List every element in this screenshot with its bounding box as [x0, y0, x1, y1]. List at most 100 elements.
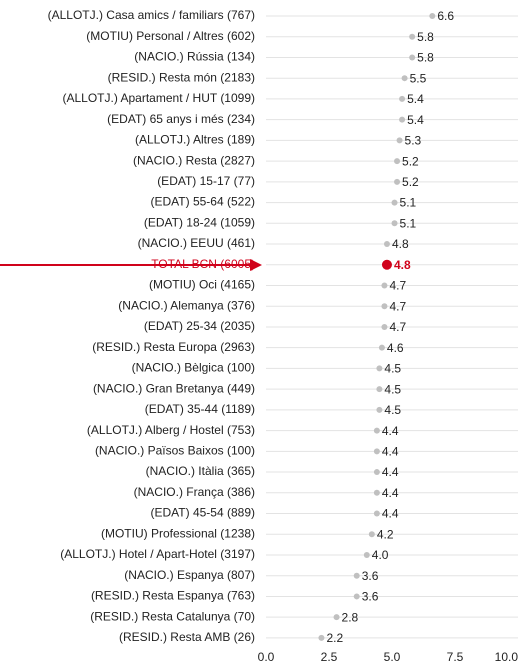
dot	[399, 95, 406, 102]
dot	[353, 593, 360, 600]
x-tick-label: 5.0	[384, 650, 401, 664]
category-label: (EDAT) 18-24 (1059)	[144, 215, 255, 229]
category-label: (NACIO.) França (386)	[134, 485, 255, 499]
value-label: 4.4	[382, 507, 399, 521]
value-label: 5.5	[410, 71, 427, 85]
value-label: 4.4	[382, 424, 399, 438]
category-label: (NACIO.) Països Baixos (100)	[95, 444, 255, 458]
category-label: (NACIO.) Resta (2827)	[133, 153, 255, 167]
value-label: 4.5	[384, 382, 401, 396]
arrow-head	[250, 259, 262, 271]
value-label: 5.8	[417, 51, 434, 65]
category-label: (RESID.) Resta AMB (26)	[119, 630, 255, 644]
dot	[353, 572, 360, 579]
dot	[318, 634, 325, 641]
category-label: (EDAT) 35-44 (1189)	[145, 402, 255, 416]
dot	[373, 448, 380, 455]
value-label: 5.4	[407, 113, 424, 127]
dot	[381, 323, 388, 330]
value-label: 4.7	[389, 279, 406, 293]
highlight-arrow	[0, 259, 262, 271]
category-label: TOTAL BCN (6005)	[151, 257, 255, 271]
dot	[401, 75, 408, 82]
value-label: 4.0	[372, 548, 389, 562]
value-label: 5.1	[400, 196, 417, 210]
value-label: 4.7	[389, 320, 406, 334]
value-label: 4.5	[384, 362, 401, 376]
category-label: (EDAT) 25-34 (2035)	[144, 319, 255, 333]
category-label: (ALLOTJ.) Hotel / Apart-Hotel (3197)	[60, 547, 255, 561]
category-label: (NACIO.) Espanya (807)	[124, 568, 255, 582]
category-label: (EDAT) 65 anys i més (234)	[107, 112, 255, 126]
dot	[383, 241, 390, 248]
category-label: (MOTIU) Oci (4165)	[149, 278, 255, 292]
dot	[376, 406, 383, 413]
value-label: 3.6	[362, 569, 379, 583]
dot	[376, 386, 383, 393]
category-label: (NACIO.) Alemanya (376)	[118, 298, 255, 312]
category-label: (EDAT) 15-17 (77)	[157, 174, 255, 188]
value-label: 2.2	[326, 631, 343, 645]
value-label: 5.4	[407, 92, 424, 106]
category-label: (RESID.) Resta Catalunya (70)	[90, 609, 255, 623]
category-label: (NACIO.) Rússia (134)	[134, 50, 255, 64]
value-label: 4.2	[377, 527, 394, 541]
value-label: 4.8	[394, 258, 411, 272]
category-label: (NACIO.) Gran Bretanya (449)	[93, 381, 255, 395]
value-label: 2.8	[342, 610, 359, 624]
value-label: 5.8	[417, 30, 434, 44]
category-label: (EDAT) 45-54 (889)	[151, 506, 255, 520]
value-label: 6.6	[437, 9, 454, 23]
value-label: 3.6	[362, 590, 379, 604]
dot	[363, 551, 370, 558]
dot	[409, 33, 416, 40]
dot	[378, 344, 385, 351]
value-label: 5.2	[402, 154, 419, 168]
dot	[381, 282, 388, 289]
value-label: 4.7	[389, 299, 406, 313]
category-label: (NACIO.) Bèlgica (100)	[132, 361, 255, 375]
dot	[429, 13, 436, 19]
value-label: 4.4	[382, 465, 399, 479]
dot	[376, 365, 383, 372]
category-label: (RESID.) Resta Europa (2963)	[92, 340, 255, 354]
value-label: 5.3	[405, 134, 422, 148]
dot	[391, 199, 398, 206]
category-label: (RESID.) Resta Espanya (763)	[91, 589, 255, 603]
dot	[333, 614, 340, 621]
dot	[399, 116, 406, 123]
value-label: 4.4	[382, 445, 399, 459]
x-tick-label: 2.5	[321, 650, 338, 664]
dot	[373, 489, 380, 496]
dot	[381, 259, 392, 270]
category-label: (ALLOTJ.) Alberg / Hostel (753)	[87, 423, 255, 437]
dot	[381, 303, 388, 310]
x-tick-label: 7.5	[447, 650, 464, 664]
dot	[373, 510, 380, 517]
value-label: 4.5	[384, 403, 401, 417]
dot	[368, 531, 375, 538]
value-label: 4.4	[382, 486, 399, 500]
value-label: 5.2	[402, 175, 419, 189]
x-tick-label: 10.0	[495, 650, 519, 664]
category-label: (ALLOTJ.) Casa amics / familiars (767)	[48, 8, 255, 22]
dot	[373, 469, 380, 476]
value-label: 4.8	[392, 237, 409, 251]
value-label: 4.6	[387, 341, 404, 355]
category-label: (NACIO.) EEUU (461)	[138, 236, 255, 250]
dot	[394, 158, 401, 165]
dot	[391, 220, 398, 227]
category-label: (MOTIU) Personal / Altres (602)	[86, 29, 255, 43]
dot	[409, 54, 416, 61]
category-label: (MOTIU) Professional (1238)	[101, 526, 255, 540]
dot	[396, 137, 403, 144]
dot	[394, 178, 401, 185]
dot	[373, 427, 380, 434]
x-tick-label: 0.0	[258, 650, 275, 664]
category-label: (RESID.) Resta món (2183)	[108, 70, 255, 84]
value-label: 5.1	[400, 216, 417, 230]
category-label: (ALLOTJ.) Apartament / HUT (1099)	[62, 91, 255, 105]
category-label: (EDAT) 55-64 (522)	[151, 195, 255, 209]
category-label: (ALLOTJ.) Altres (189)	[135, 133, 255, 147]
